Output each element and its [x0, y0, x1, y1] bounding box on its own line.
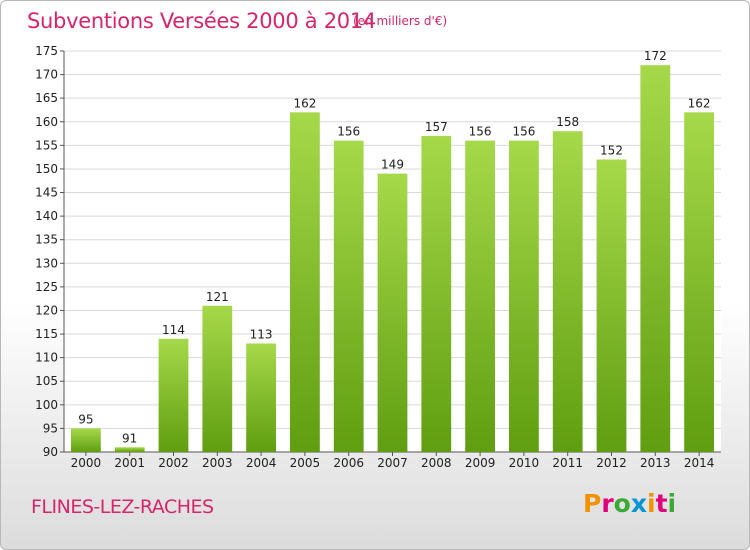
data-label: 114 — [162, 323, 185, 337]
data-label: 152 — [600, 144, 623, 158]
y-tick-label: 140 — [35, 209, 58, 223]
bar — [290, 112, 320, 453]
y-tick-label: 120 — [35, 303, 58, 317]
chart-title: Subventions Versées 2000 à 2014 — [27, 9, 376, 33]
bar — [158, 338, 189, 452]
x-tick-label: 2001 — [114, 456, 145, 470]
bar — [114, 447, 145, 452]
y-tick-label: 175 — [35, 44, 58, 58]
bar — [465, 140, 495, 452]
y-tick-label: 145 — [35, 186, 58, 200]
x-tick-label: 2002 — [158, 456, 189, 470]
logo-letter: P — [583, 489, 602, 518]
x-tick-label: 2011 — [552, 456, 583, 470]
x-tick-label: 2003 — [202, 456, 233, 470]
y-tick-label: 135 — [35, 233, 58, 247]
x-tick-label: 2004 — [246, 456, 277, 470]
commune-name: FLINES-LEZ-RACHES — [31, 496, 214, 518]
data-label: 91 — [122, 431, 137, 445]
x-tick-label: 2000 — [71, 456, 102, 470]
y-tick-label: 160 — [35, 115, 58, 129]
y-tick-label: 155 — [35, 138, 58, 152]
y-tick-label: 170 — [35, 68, 58, 82]
y-tick-label: 165 — [35, 91, 58, 105]
y-tick-label: 130 — [35, 256, 58, 270]
x-tick-label: 2013 — [640, 456, 671, 470]
bar — [246, 343, 276, 452]
x-tick-label: 2014 — [684, 456, 715, 470]
y-tick-label: 105 — [35, 374, 58, 388]
data-label: 121 — [206, 290, 229, 304]
bar — [421, 135, 452, 452]
bar — [377, 173, 408, 453]
x-tick-label: 2009 — [465, 456, 496, 470]
bar — [202, 305, 233, 452]
data-label: 156 — [469, 125, 492, 139]
data-label: 157 — [425, 120, 448, 134]
y-tick-label: 100 — [35, 398, 58, 412]
bar — [333, 140, 364, 452]
bar — [552, 131, 583, 452]
chart-subtitle: (en milliers d'€) — [353, 14, 448, 28]
x-tick-label: 2007 — [377, 456, 408, 470]
data-label: 156 — [337, 125, 360, 139]
x-tick-label: 2005 — [290, 456, 321, 470]
data-label: 172 — [644, 49, 667, 63]
logo-letter: t — [655, 489, 668, 518]
bar — [640, 65, 671, 452]
data-label: 156 — [512, 125, 535, 139]
logo-letter: o — [613, 489, 631, 518]
x-tick-label: 2010 — [509, 456, 540, 470]
x-tick-label: 2008 — [421, 456, 452, 470]
logo-letter: x — [630, 489, 647, 518]
bar — [509, 140, 539, 452]
y-tick-label: 110 — [35, 351, 58, 365]
logo-letter: r — [601, 489, 614, 518]
x-tick-label: 2012 — [596, 456, 627, 470]
data-label: 149 — [381, 158, 404, 172]
data-label: 95 — [78, 412, 93, 426]
y-tick-label: 95 — [43, 421, 58, 435]
proxiti-logo[interactable]: Proxiti — [583, 489, 676, 518]
y-tick-label: 150 — [35, 162, 58, 176]
logo-letter: i — [667, 489, 677, 518]
bar — [596, 159, 627, 452]
bar — [684, 112, 714, 453]
bar — [71, 428, 101, 452]
y-tick-label: 125 — [35, 280, 58, 294]
data-label: 162 — [293, 96, 316, 110]
logo-letter: i — [647, 489, 656, 518]
x-tick-label: 2006 — [333, 456, 364, 470]
y-tick-label: 115 — [35, 327, 58, 341]
data-label: 158 — [556, 115, 579, 129]
data-label: 113 — [250, 327, 273, 341]
y-tick-label: 90 — [43, 445, 58, 459]
data-label: 162 — [688, 96, 711, 110]
